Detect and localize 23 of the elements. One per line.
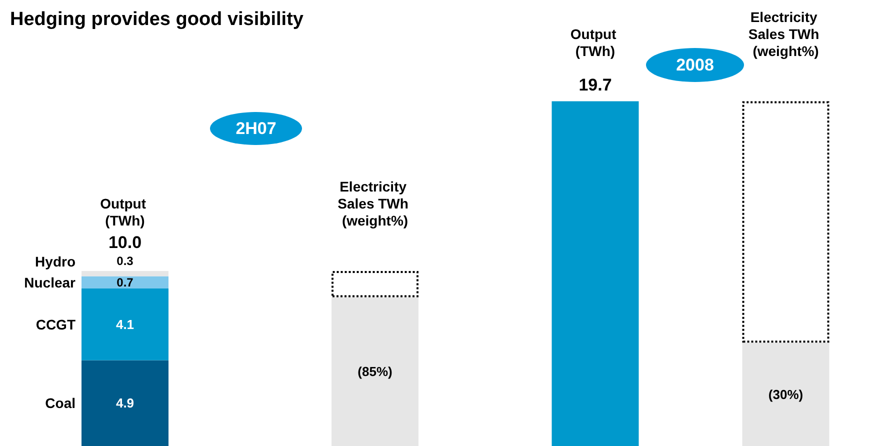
series-label: CCGT (36, 316, 76, 332)
series-label: Coal (45, 395, 76, 412)
series-label: Hydro (35, 253, 76, 270)
chart-subtitle: 2H07 (236, 119, 276, 138)
bar (82, 288, 168, 360)
chart-title: 2008 (676, 56, 714, 74)
chart-title: Hedging provides good visibility (10, 9, 304, 30)
x-tick-label: Output (TWh) (570, 26, 620, 59)
data-label: 0.7 (116, 275, 134, 290)
bar (82, 276, 168, 288)
bar (82, 271, 168, 276)
data-label: 19.7 (578, 75, 612, 94)
total-label: 10.0 (108, 233, 142, 252)
data-label: 4.9 (116, 396, 134, 411)
x-tick-label: Electricity Sales TWh (weight%) (338, 178, 412, 228)
data-label: 0.3 (116, 254, 134, 268)
data-label: 4.1 (116, 316, 134, 332)
x-tick-label: Output (TWh) (100, 196, 150, 228)
series-label: Nuclear (24, 274, 76, 290)
bar (82, 360, 168, 446)
x-tick-label: Electricity Sales TWh (weight%) (748, 8, 824, 59)
data-label: (30%) (768, 386, 804, 402)
data-label: (85%) (358, 364, 392, 380)
